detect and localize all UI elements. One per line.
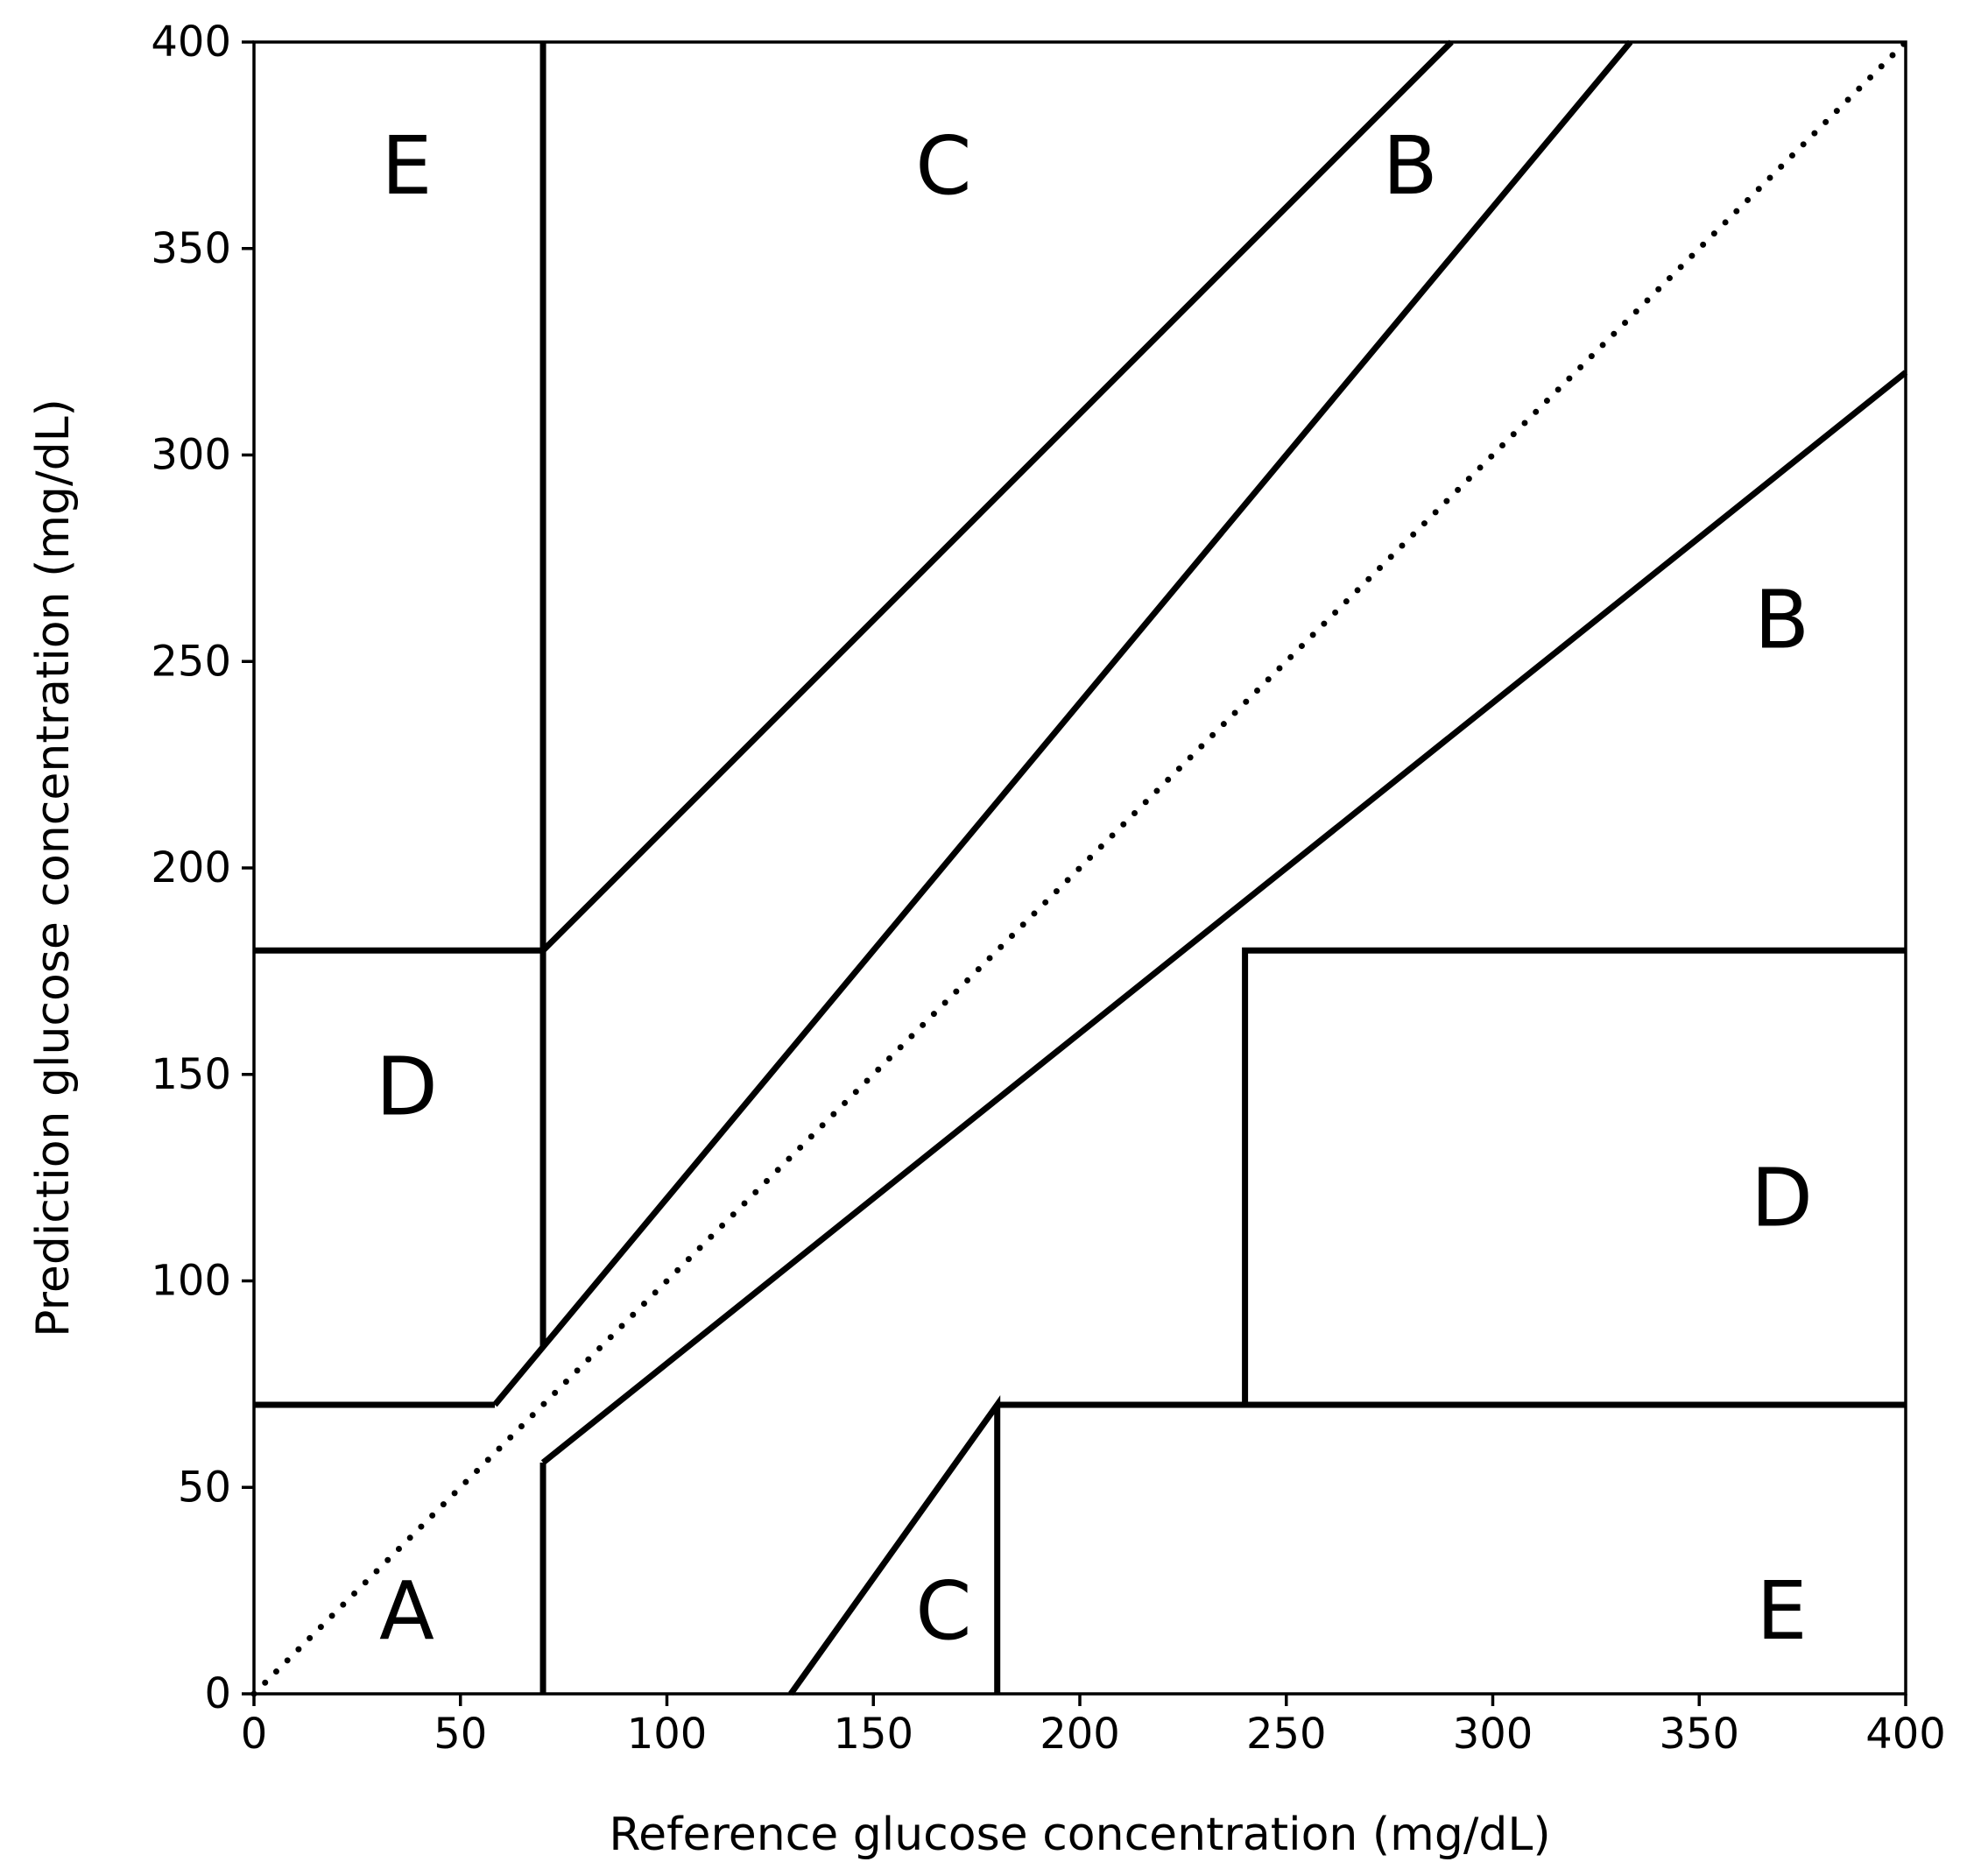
y-tick-label: 250 — [151, 637, 231, 686]
zone-boundary-line — [540, 370, 1908, 1465]
zone-label: E — [1756, 1564, 1807, 1658]
zone-boundary-line — [1242, 947, 1906, 1405]
zone-label: E — [381, 119, 432, 213]
y-tick-label: 400 — [151, 18, 231, 67]
zone-label: B — [1383, 119, 1438, 213]
zone-boundary-line — [492, 39, 1633, 1407]
zone-boundary-line — [540, 39, 1454, 953]
plot-content: A B B C C D D E E — [250, 39, 1909, 1697]
x-tick-label: 400 — [1865, 1710, 1946, 1759]
identity-line — [250, 39, 1909, 1697]
zone-label: D — [1751, 1152, 1813, 1245]
y-axis-label: Prediction glucose concentration (mg/dL) — [27, 398, 80, 1337]
x-tick-label: 100 — [627, 1710, 708, 1759]
y-tick-label: 350 — [151, 224, 231, 273]
y-tick-label: 200 — [151, 843, 231, 892]
x-tick-label: 200 — [1040, 1710, 1120, 1759]
x-tick-label: 0 — [241, 1710, 268, 1759]
zone-label: B — [1754, 574, 1809, 667]
zone-label: A — [379, 1564, 434, 1658]
x-tick-label: 350 — [1659, 1710, 1739, 1759]
y-tick-label: 100 — [151, 1257, 231, 1306]
y-tick-label: 0 — [204, 1669, 231, 1718]
y-axis-ticks: 0 50 100 150 200 250 300 350 400 — [151, 18, 254, 1718]
plot-frame — [252, 40, 1907, 1696]
x-axis-label: Reference glucose concentration (mg/dL) — [609, 1809, 1550, 1861]
x-tick-label: 300 — [1453, 1710, 1533, 1759]
x-tick-label: 150 — [833, 1710, 913, 1759]
y-tick-label: 300 — [151, 431, 231, 480]
x-tick-label: 50 — [434, 1710, 487, 1759]
zone-label: D — [376, 1040, 438, 1133]
x-tick-label: 250 — [1246, 1710, 1327, 1759]
y-tick-label: 50 — [178, 1463, 231, 1512]
zone-label: C — [915, 1564, 971, 1658]
zone-label: C — [915, 119, 971, 213]
y-tick-label: 150 — [151, 1050, 231, 1099]
x-axis-ticks: 0 50 100 150 200 250 300 350 400 — [241, 1694, 1946, 1759]
